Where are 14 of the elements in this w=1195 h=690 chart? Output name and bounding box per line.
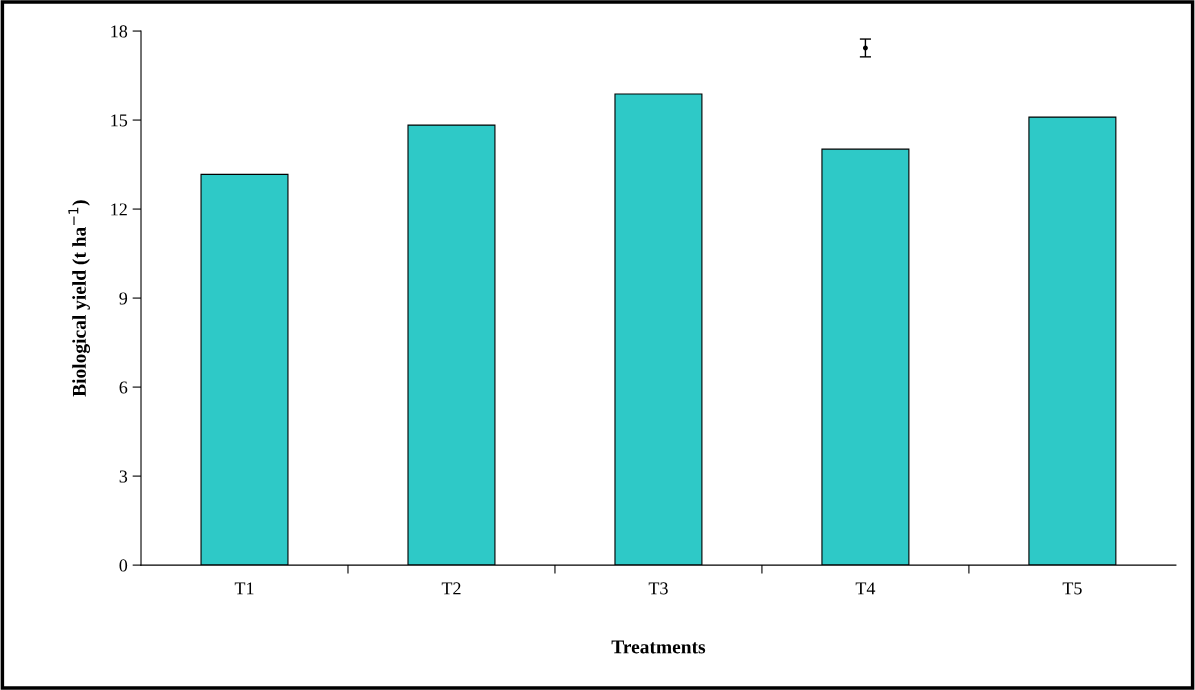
x-tick-label: T3 xyxy=(648,582,668,595)
y-tick-label: 15 xyxy=(111,114,128,127)
x-tick-label: T2 xyxy=(441,582,461,595)
y-tick-label: 18 xyxy=(111,25,128,38)
y-tick-label: 3 xyxy=(119,470,128,483)
x-axis-title: Treatments xyxy=(611,640,706,654)
y-axis-title: Biological yield (t ha$^{−1}$) xyxy=(68,200,90,397)
y-tick-label: 0 xyxy=(119,559,128,572)
y-tick-label: 12 xyxy=(111,203,127,216)
y-tick-label: 9 xyxy=(119,292,128,305)
y-tick-label: 6 xyxy=(119,381,128,394)
x-tick-label: T5 xyxy=(1062,582,1082,595)
x-tick-label: T1 xyxy=(234,582,254,595)
x-tick-label: T4 xyxy=(855,582,876,595)
